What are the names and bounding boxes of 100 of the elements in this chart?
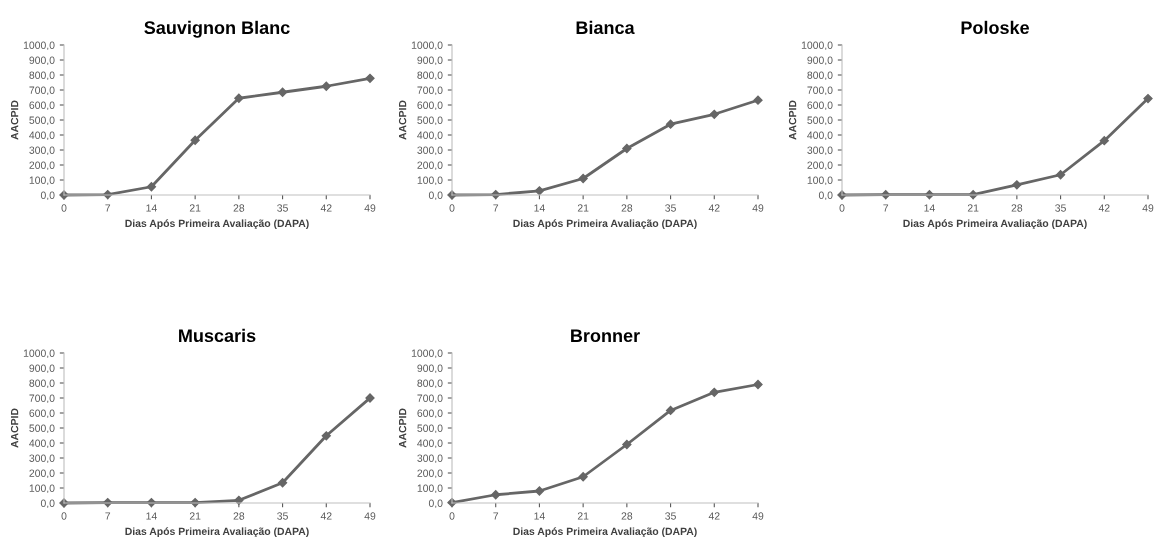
y-tick-label: 300,0 [29, 146, 55, 156]
y-tick-label: 600,0 [29, 409, 55, 419]
x-tick-label: 49 [752, 512, 764, 520]
x-tick-label: 0 [61, 204, 67, 212]
y-tick-label: 1000,0 [23, 41, 55, 51]
x-tick-label: 35 [277, 204, 288, 212]
y-tick-label: 600,0 [807, 101, 833, 111]
y-tick-label: 300,0 [807, 146, 833, 156]
chart-title: Poloske [961, 20, 1030, 35]
x-axis-title: Dias Após Primeira Avaliação (DAPA) [125, 527, 309, 538]
y-tick-label: 800,0 [417, 379, 443, 389]
x-axis-title: Dias Após Primeira Avaliação (DAPA) [513, 219, 697, 230]
y-tick-label: 600,0 [417, 409, 443, 419]
y-tick-label: 400,0 [417, 439, 443, 449]
y-axis-title: AACPID [10, 100, 19, 140]
x-tick-label: 14 [146, 204, 157, 212]
y-tick-label: 100,0 [29, 484, 55, 494]
y-tick-label: 900,0 [807, 56, 833, 66]
y-tick-label: 800,0 [29, 71, 55, 81]
x-tick-label: 7 [105, 204, 111, 212]
y-tick-label: 500,0 [417, 116, 443, 126]
x-tick-label: 28 [233, 204, 245, 212]
y-tick-label: 0,0 [40, 499, 55, 509]
x-tick-label: 21 [189, 512, 201, 520]
x-tick-label: 42 [708, 512, 720, 520]
x-tick-label: 7 [493, 204, 499, 212]
x-axis-title: Dias Após Primeira Avaliação (DAPA) [513, 527, 697, 538]
chart-title: Bronner [571, 329, 640, 343]
x-tick-label: 14 [534, 512, 545, 520]
y-tick-label: 0,0 [428, 499, 443, 509]
x-tick-label: 35 [277, 512, 288, 520]
y-axis-title: AACPID [398, 100, 407, 140]
y-tick-label: 400,0 [29, 439, 55, 449]
x-tick-label: 0 [839, 204, 845, 212]
y-tick-label: 300,0 [417, 454, 443, 464]
x-tick-label: 21 [967, 204, 979, 212]
y-tick-label: 400,0 [417, 131, 443, 141]
chart-title: Muscaris [179, 328, 256, 343]
y-tick-label: 700,0 [417, 394, 443, 404]
y-axis-title: AACPID [788, 100, 797, 140]
y-tick-label: 400,0 [29, 131, 55, 141]
x-axis-title: Dias Após Primeira Avaliação (DAPA) [125, 219, 309, 230]
x-tick-label: 28 [233, 512, 245, 520]
x-tick-label: 35 [665, 204, 676, 212]
y-tick-label: 1000,0 [411, 41, 443, 51]
x-tick-label: 42 [1098, 204, 1110, 212]
x-tick-label: 49 [752, 204, 764, 212]
y-axis-title: AACPID [10, 408, 19, 448]
x-tick-label: 14 [924, 204, 935, 212]
y-tick-label: 800,0 [29, 379, 55, 389]
y-tick-label: 900,0 [29, 364, 55, 374]
y-tick-label: 0,0 [40, 191, 55, 201]
x-tick-label: 42 [320, 204, 332, 212]
y-tick-label: 700,0 [417, 86, 443, 96]
x-tick-label: 49 [364, 512, 376, 520]
y-tick-label: 100,0 [29, 176, 55, 186]
y-tick-label: 500,0 [417, 424, 443, 434]
x-tick-label: 28 [1011, 204, 1023, 212]
x-tick-label: 7 [105, 512, 111, 520]
y-tick-label: 100,0 [417, 176, 443, 186]
y-tick-label: 1000,0 [411, 349, 443, 359]
y-tick-label: 200,0 [417, 469, 443, 479]
y-tick-label: 600,0 [29, 101, 55, 111]
x-tick-label: 0 [449, 204, 455, 212]
y-tick-label: 1000,0 [801, 41, 833, 51]
x-tick-label: 42 [708, 204, 720, 212]
y-tick-label: 200,0 [29, 469, 55, 479]
x-tick-label: 49 [364, 204, 376, 212]
y-tick-label: 800,0 [807, 71, 833, 81]
x-axis-title: Dias Após Primeira Avaliação (DAPA) [903, 219, 1087, 230]
y-tick-label: 700,0 [807, 86, 833, 96]
y-tick-label: 700,0 [29, 394, 55, 404]
y-tick-label: 1000,0 [23, 349, 55, 359]
y-tick-label: 200,0 [417, 161, 443, 171]
y-tick-label: 0,0 [428, 191, 443, 201]
y-tick-label: 300,0 [417, 146, 443, 156]
y-tick-label: 800,0 [417, 71, 443, 81]
x-tick-label: 0 [449, 512, 455, 520]
x-tick-label: 21 [577, 512, 589, 520]
x-tick-label: 0 [61, 512, 67, 520]
chart-title: Sauvignon Blanc [144, 20, 290, 38]
y-tick-label: 500,0 [29, 116, 55, 126]
x-tick-label: 35 [665, 512, 676, 520]
y-tick-label: 900,0 [29, 56, 55, 66]
y-tick-label: 500,0 [29, 424, 55, 434]
y-tick-label: 400,0 [807, 131, 833, 141]
y-tick-label: 200,0 [807, 161, 833, 171]
x-tick-label: 35 [1055, 204, 1066, 212]
y-tick-label: 100,0 [807, 176, 833, 186]
y-tick-label: 300,0 [29, 454, 55, 464]
x-tick-label: 49 [1142, 204, 1154, 212]
x-tick-label: 7 [493, 512, 499, 520]
y-tick-label: 500,0 [807, 116, 833, 126]
x-tick-label: 14 [534, 204, 545, 212]
x-tick-label: 7 [883, 204, 889, 212]
y-tick-label: 0,0 [818, 191, 833, 201]
y-tick-label: 900,0 [417, 56, 443, 66]
x-tick-label: 21 [189, 204, 201, 212]
x-tick-label: 42 [320, 512, 332, 520]
chart-title: Bianca [576, 20, 635, 35]
